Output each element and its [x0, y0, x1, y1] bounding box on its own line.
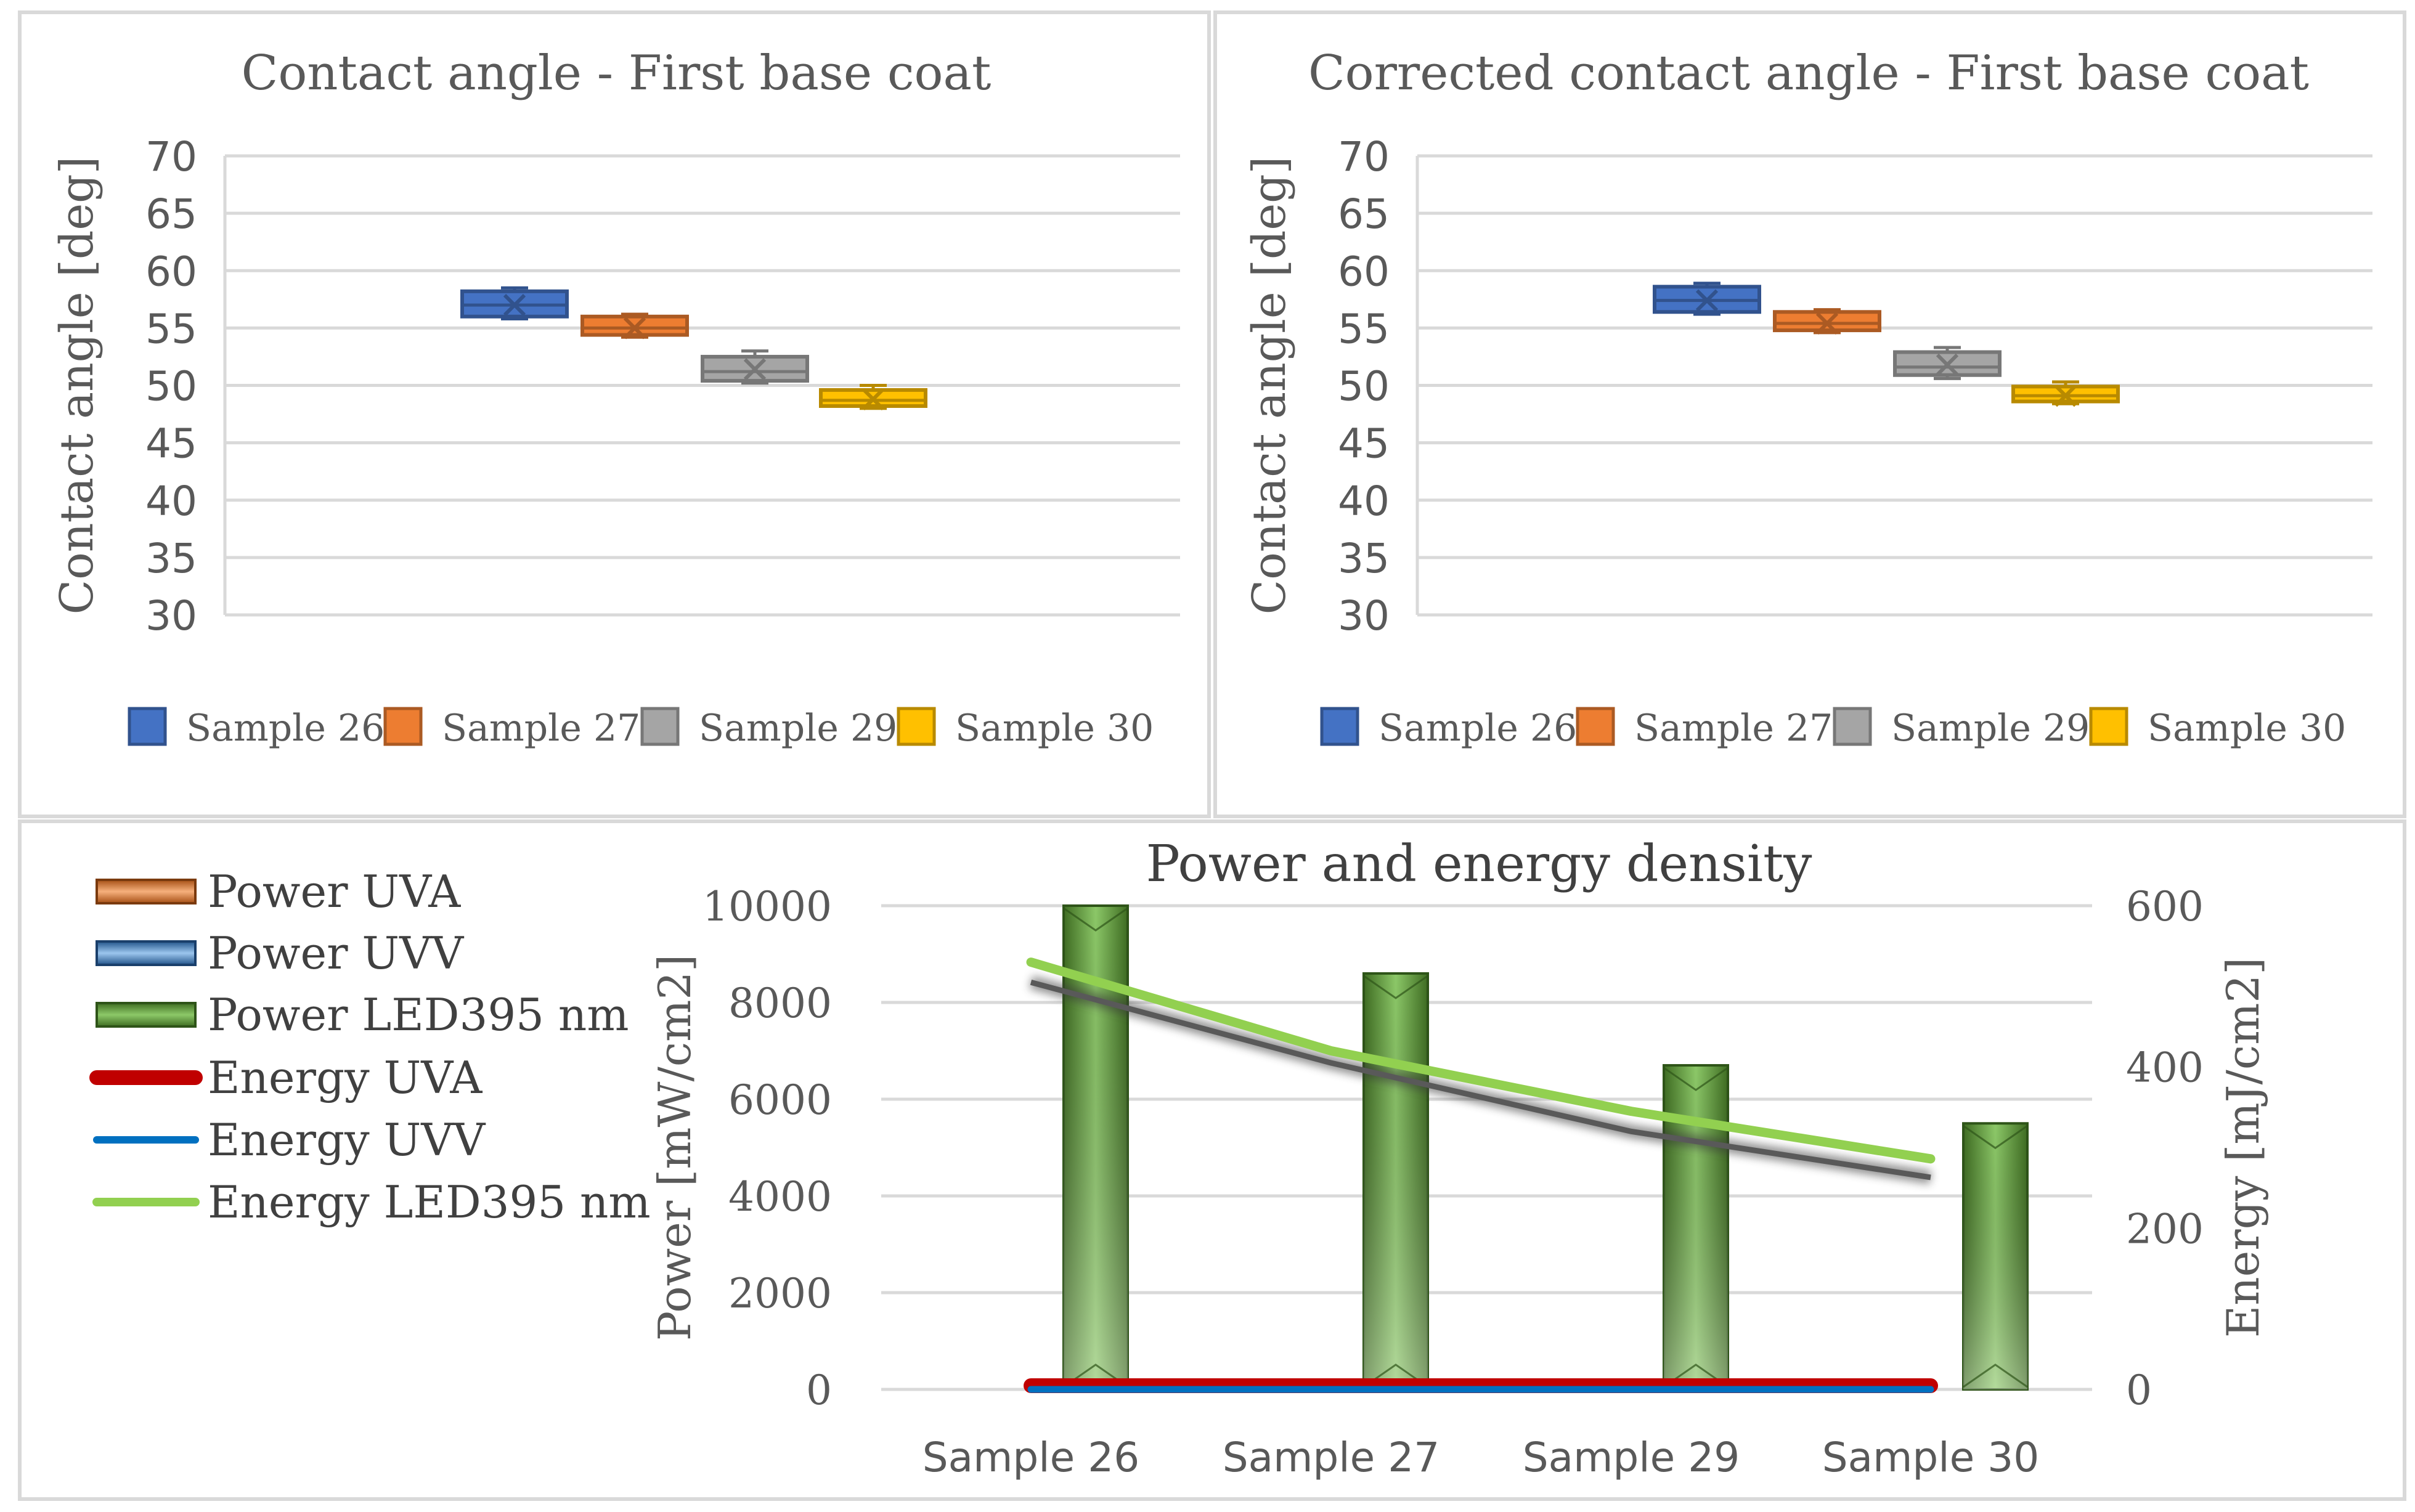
legend-label: Sample 30 [955, 707, 1154, 750]
box-sample-30 [2011, 380, 2120, 407]
legend-swatch-sample-26 [128, 707, 167, 746]
y-tick-label: 55 [145, 305, 197, 352]
box-sample-26 [1653, 282, 1761, 316]
legend-power-uvv-label: Power UVV [208, 927, 465, 979]
x-tick-label: Sample 30 [1822, 1434, 2039, 1481]
legend-power-uvv-swatch [96, 940, 197, 966]
bar-power-led395-bevel-top [1063, 907, 1128, 932]
box-sample-29 [1893, 346, 2002, 380]
legend-label: Sample 29 [699, 707, 897, 750]
y-tick-label: 45 [145, 420, 197, 468]
bar-line-chart-power-energy: Power and energy density0200040006000800… [89, 835, 2269, 1481]
bar-power-led395-sheen [1963, 1123, 2027, 1389]
box-chart-corrected-contact-angle: Corrected contact angle - First base coa… [1243, 46, 2372, 750]
chart-title: Contact angle - First base coat [242, 46, 992, 101]
y-tick-label: 8000 [728, 980, 832, 1027]
y-tick-label: 70 [145, 133, 197, 181]
y-tick-label: 60 [1338, 248, 1390, 295]
legend-energy-uva-label: Energy UVA [208, 1052, 483, 1104]
legend-power-uva-label: Power UVA [208, 866, 461, 917]
box-mean-marker [861, 388, 885, 410]
bar-power-led395-bevel-top [1963, 1125, 2028, 1150]
y2-tick-label: 200 [2126, 1205, 2204, 1253]
legend-power-uva-swatch [96, 879, 197, 904]
legend-swatch-sample-29 [640, 707, 680, 746]
bar-power-led395-bevel-bottom [1963, 1364, 2028, 1388]
legend-label: Sample 26 [186, 707, 385, 750]
y-tick-label: 40 [1338, 478, 1390, 525]
box-sample-27 [1773, 308, 1881, 335]
y-tick-label: 45 [1338, 420, 1390, 468]
line-energy-led395 [1026, 957, 1936, 1164]
y-axis-label: Power [mW/cm2] [649, 954, 701, 1341]
legend-swatch-sample-30 [2089, 707, 2128, 746]
bar-power-led395-bevel-top [1363, 975, 1428, 999]
y2-tick-label: 0 [2126, 1367, 2152, 1414]
box-body [1893, 350, 2002, 377]
bar-power-led395-sheen [1364, 973, 1428, 1389]
chart-title: Power and energy density [1146, 835, 1812, 893]
legend-swatch-sample-27 [1576, 707, 1615, 746]
y-tick-label: 0 [806, 1367, 832, 1414]
y-tick-label: 70 [1338, 133, 1390, 181]
y-tick-label: 50 [145, 363, 197, 410]
box-sample-27 [580, 312, 689, 339]
bar-power-led395-bevel-top [1663, 1067, 1729, 1091]
legend-label: Sample 29 [1891, 707, 2090, 750]
y-tick-label: 60 [145, 248, 197, 295]
y-tick-label: 35 [145, 535, 197, 582]
panel-frame-contact-angle [18, 10, 1211, 818]
y2-tick-label: 600 [2126, 883, 2204, 930]
box-sample-29 [701, 349, 809, 385]
box-mean-marker [743, 358, 767, 381]
box-mean-marker [623, 317, 646, 339]
y-tick-label: 35 [1338, 535, 1390, 582]
box-mean-marker [2054, 384, 2077, 407]
chart-title: Corrected contact angle - First base coa… [1308, 46, 2309, 101]
y-tick-label: 65 [145, 190, 197, 238]
x-tick-label: Sample 27 [1223, 1434, 1440, 1481]
y-tick-label: 50 [1338, 363, 1390, 410]
legend-power-led395-label: Power LED395 nm [208, 989, 629, 1041]
panel-frame-corrected-contact-angle [1213, 10, 2406, 818]
legend-swatch-sample-29 [1833, 707, 1872, 746]
legend-label: Sample 27 [442, 707, 640, 750]
box-sample-30 [819, 384, 927, 410]
y-tick-label: 55 [1338, 305, 1390, 352]
legend-energy-led395-label: Energy LED395 nm [208, 1176, 651, 1228]
legend-power-led395-swatch [96, 1002, 197, 1028]
box-mean-marker [503, 294, 526, 317]
legend-swatch-sample-30 [897, 707, 936, 746]
box-mean-marker [1695, 289, 1719, 312]
y-tick-label: 65 [1338, 190, 1390, 238]
legend-label: Sample 26 [1379, 707, 1577, 750]
y-tick-label: 30 [145, 592, 197, 640]
y2-tick-label: 400 [2126, 1044, 2204, 1092]
y2-axis-label: Energy [mJ/cm2] [2217, 957, 2269, 1338]
y-tick-label: 10000 [703, 883, 832, 930]
box-sample-26 [460, 286, 569, 320]
y-tick-label: 40 [145, 478, 197, 525]
legend-energy-uvv-label: Energy UVV [208, 1114, 486, 1166]
box-mean-marker [1936, 353, 1959, 376]
legend-swatch-sample-27 [383, 707, 423, 746]
legend-label: Sample 30 [2148, 707, 2346, 750]
x-tick-label: Sample 29 [1523, 1434, 1740, 1481]
y-tick-label: 2000 [728, 1270, 832, 1317]
y-tick-label: 30 [1338, 592, 1390, 640]
legend-label: Sample 27 [1634, 707, 1833, 750]
y-tick-label: 4000 [728, 1173, 832, 1221]
x-tick-label: Sample 26 [922, 1434, 1139, 1481]
box-mean-marker [1815, 312, 1839, 335]
box-chart-contact-angle: Contact angle - First base coat 30 35 40 45 5… [51, 46, 1180, 750]
legend-swatch-sample-26 [1320, 707, 1359, 746]
trendline [1030, 979, 1931, 1181]
y-axis-label: Contact angle [deg] [51, 156, 104, 615]
y-tick-label: 6000 [728, 1076, 832, 1124]
y-axis-label: Contact angle [deg] [1243, 156, 1296, 615]
